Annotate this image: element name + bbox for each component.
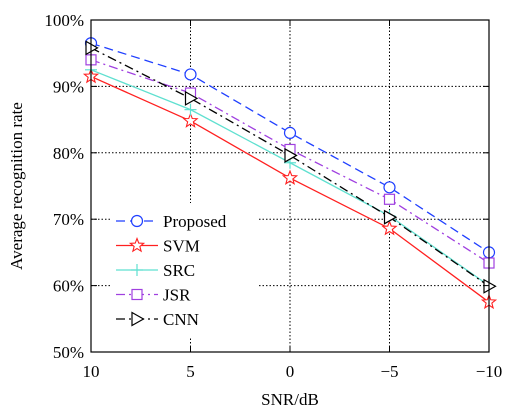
legend-marker <box>131 288 143 301</box>
data-point <box>381 219 398 236</box>
x-tick-label: −5 <box>380 362 398 381</box>
legend-label: SVM <box>163 237 200 256</box>
legend-label: Proposed <box>163 212 227 231</box>
x-tick-label: 10 <box>83 362 100 381</box>
legend-entry: JSR <box>116 286 191 305</box>
legend-label: SRC <box>163 261 195 280</box>
data-point <box>184 103 197 116</box>
legend-entry: CNN <box>116 310 199 329</box>
legend-marker <box>131 264 143 276</box>
legend-label: JSR <box>163 286 191 305</box>
y-tick-label: 60% <box>53 277 84 296</box>
y-tick-label: 100% <box>44 11 84 30</box>
data-point <box>281 169 299 185</box>
data-point <box>383 181 396 194</box>
data-point <box>283 126 297 139</box>
legend-marker <box>128 236 146 253</box>
x-tick-label: 5 <box>186 362 195 381</box>
y-axis-label: Average recognition rate <box>7 102 26 270</box>
data-point <box>184 68 197 81</box>
x-axis-ticks: 10 5 0 −5 −10 <box>83 20 503 381</box>
legend: Proposed SVM SRC JSR CNN <box>112 203 258 338</box>
x-axis-label: SNR/dB <box>261 390 319 409</box>
data-point <box>284 147 298 163</box>
data-point <box>85 40 99 56</box>
legend-entry: SRC <box>116 261 195 280</box>
data-point <box>184 90 199 106</box>
series-line <box>90 59 490 264</box>
data-point <box>483 278 497 294</box>
y-tick-label: 70% <box>53 210 84 229</box>
series-line <box>90 42 490 253</box>
y-tick-label: 80% <box>53 144 84 163</box>
legend-marker <box>130 214 144 228</box>
data-point <box>182 112 199 128</box>
data-point <box>383 209 398 225</box>
y-tick-label: 90% <box>53 77 84 96</box>
legend-entry: SVM <box>116 237 200 256</box>
series-cnn <box>85 40 497 294</box>
legend-entry: Proposed <box>116 212 227 231</box>
x-tick-label: −10 <box>476 362 503 381</box>
series-line <box>90 47 490 287</box>
data-point <box>383 193 396 205</box>
y-tick-label: 50% <box>53 343 84 362</box>
y-axis-ticks: 50% 60% 70% 80% 90% 100% <box>44 11 489 362</box>
legend-label: CNN <box>163 310 199 329</box>
x-tick-label: 0 <box>286 362 295 381</box>
legend-marker <box>131 311 145 327</box>
